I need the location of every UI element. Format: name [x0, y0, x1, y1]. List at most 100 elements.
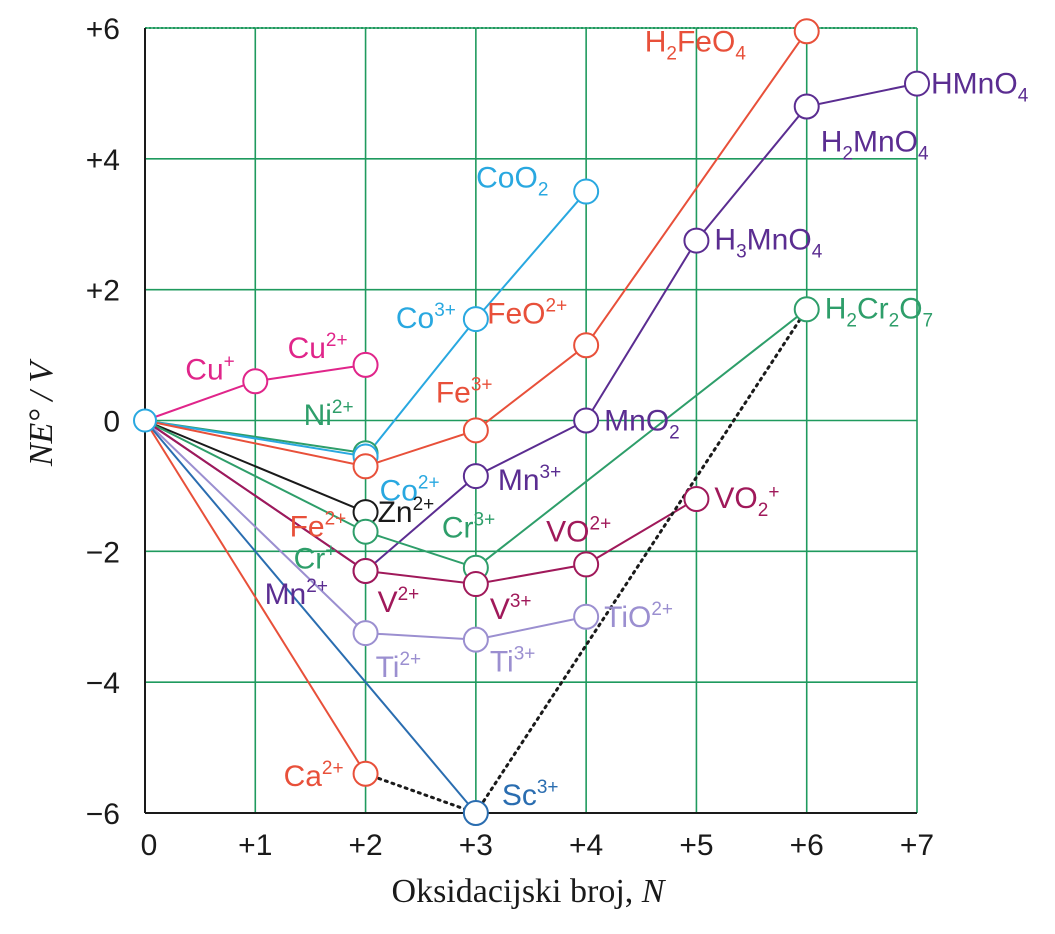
x-tick-label: +5 — [679, 829, 713, 862]
label-text: Mn — [498, 464, 540, 497]
data-point-mn — [904, 70, 930, 97]
species-label: MnO2 — [604, 405, 680, 444]
label-text: V — [378, 586, 398, 619]
data-point-ti — [573, 603, 600, 630]
label-text: Sc — [502, 779, 537, 812]
label-sup: 2+ — [546, 295, 568, 316]
label-sub: 3 — [736, 242, 747, 263]
label-text: MnO — [747, 224, 812, 257]
x-tick-label: +6 — [790, 829, 824, 862]
label-sup: 3+ — [540, 462, 562, 483]
label-text: FeO — [677, 25, 735, 58]
species-label: Fe2+ — [290, 508, 347, 543]
label-sub: 4 — [1018, 86, 1029, 107]
label-text: Ca — [284, 760, 323, 793]
label-text: Co — [380, 474, 418, 507]
y-axis-title: NE° / V — [23, 358, 60, 467]
label-text: Cr — [857, 292, 889, 325]
label-sub: 7 — [923, 310, 934, 331]
species-label: Cr+ — [294, 541, 337, 576]
label-text: V — [490, 593, 510, 626]
label-sub: 4 — [812, 242, 823, 263]
data-point-v — [573, 551, 600, 578]
label-sup: 2+ — [306, 576, 328, 597]
label-text: H — [825, 292, 847, 325]
data-point-mn — [793, 93, 820, 120]
label-text: H — [714, 224, 736, 257]
species-label: HMnO4 — [931, 68, 1029, 107]
label-sup: 3+ — [514, 644, 536, 665]
x-tick-label: +3 — [459, 829, 493, 862]
label-sub: 2 — [538, 180, 549, 201]
data-markers — [133, 18, 930, 826]
label-sub: 2 — [842, 144, 853, 165]
species-label: Mn2+ — [265, 576, 328, 611]
species-label: H2FeO4 — [645, 25, 747, 64]
label-sup: 2+ — [418, 472, 440, 493]
species-label: Ca2+ — [284, 758, 344, 793]
x-tick-label: +1 — [238, 829, 272, 862]
data-point-v — [352, 557, 379, 584]
label-text: CoO — [476, 162, 538, 195]
label-sup: 3+ — [434, 300, 456, 321]
dotted-connectors — [364, 307, 809, 815]
label-text: Fe — [290, 510, 325, 543]
species-label: VO2+ — [546, 513, 611, 548]
label-sup: 2+ — [590, 513, 612, 534]
label-sup: 3+ — [474, 510, 496, 531]
label-text: Ni — [304, 399, 332, 432]
label-text: Cr — [294, 543, 326, 576]
series-line-cr — [144, 308, 808, 569]
data-point-ti — [352, 620, 379, 647]
label-text: MnO — [604, 405, 669, 438]
y-tick-label: −2 — [86, 536, 120, 569]
data-point-cr — [352, 518, 379, 545]
label-sup: 2+ — [322, 758, 344, 779]
label-sup: 3+ — [510, 591, 532, 612]
x-tick-label: +2 — [348, 829, 382, 862]
species-label: H2MnO4 — [821, 126, 929, 165]
series-line-ca — [144, 419, 367, 775]
species-labels: Cu+ Cu2+Ni2+Co2+Fe2+ Zn2+Cr+Mn2+ V2+Ti2+Ca2… — [185, 25, 1028, 812]
label-sup: 2+ — [398, 584, 420, 605]
data-point-v — [462, 571, 489, 598]
species-label: Ni2+ — [304, 397, 354, 432]
data-point-origin — [133, 408, 157, 433]
species-label: Cu2+ — [288, 330, 348, 365]
species-label: Fe3+ — [436, 374, 493, 409]
x-axis-title-text: Oksidacijski broj, — [392, 873, 642, 910]
label-text: Zn — [378, 496, 413, 529]
x-tick-label: +7 — [900, 829, 934, 862]
x-tick-label: +4 — [569, 829, 603, 862]
species-label: Sc3+ — [502, 777, 559, 812]
species-label: VO2+ — [714, 482, 779, 521]
species-label: V2+ — [378, 584, 420, 619]
x-axis-title-var: N — [641, 873, 667, 910]
data-point-co — [573, 178, 600, 205]
label-text: HMnO — [931, 68, 1018, 101]
series-line-co — [144, 190, 587, 458]
data-point-ca — [352, 760, 379, 787]
label-sub: 4 — [918, 144, 929, 165]
label-sup: 2+ — [326, 330, 348, 351]
label-text: Mn — [265, 578, 307, 611]
label-sup: + — [768, 482, 779, 503]
label-text: O — [899, 292, 922, 325]
data-point-v — [683, 486, 710, 512]
y-tick-label: −4 — [86, 667, 120, 700]
data-point-mn — [462, 463, 489, 490]
data-point-fe — [352, 453, 379, 480]
label-text: Ti — [490, 646, 514, 679]
y-tick-label: 0 — [103, 406, 120, 439]
data-point-fe — [793, 18, 820, 45]
label-text: VO — [714, 482, 757, 515]
x-tick-label: 0 — [141, 829, 158, 862]
species-label: Co2+ — [380, 472, 440, 507]
label-sup: 2+ — [413, 494, 435, 515]
label-sup: 3+ — [471, 374, 493, 395]
label-text: Co — [396, 302, 434, 335]
label-sub: 4 — [735, 43, 746, 64]
series-lines — [144, 30, 918, 814]
label-text: VO — [546, 515, 589, 548]
